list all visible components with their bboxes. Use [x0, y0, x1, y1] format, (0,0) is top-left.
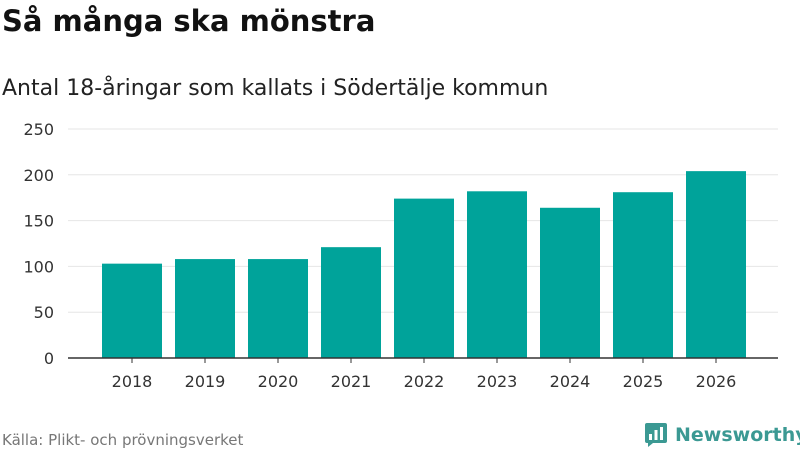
x-tick-label: 2019 [185, 372, 226, 391]
newsworthy-brand[interactable]: Newsworthy [644, 421, 800, 449]
x-tick-label: 2018 [112, 372, 153, 391]
x-tick-label: 2024 [550, 372, 591, 391]
x-tick-label: 2025 [623, 372, 664, 391]
x-tick-label: 2021 [331, 372, 372, 391]
source-note: Källa: Plikt- och prövningsverket [2, 431, 244, 449]
bar-2024 [540, 207, 600, 358]
x-tick-label: 2023 [477, 372, 518, 391]
brand-name: Newsworthy [675, 424, 800, 446]
y-tick-label: 150 [23, 212, 54, 231]
x-tick-label: 2022 [404, 372, 445, 391]
y-tick-label: 0 [44, 349, 54, 368]
bar-2020 [248, 259, 308, 358]
bar-2022 [394, 198, 454, 358]
y-tick-label: 200 [23, 166, 54, 185]
y-tick-label: 100 [23, 257, 54, 276]
x-axis [68, 357, 778, 363]
y-tick-label: 250 [23, 120, 54, 139]
chart-subtitle: Antal 18-åringar som kallats i Södertälj… [2, 76, 549, 101]
x-tick-label: 2026 [696, 372, 737, 391]
bar-chart-speech-bubble-icon [645, 423, 667, 447]
bars [102, 171, 746, 358]
y-axis-tick-labels: 0 50 100 150 200 250 [23, 120, 54, 368]
bar-2018 [102, 263, 162, 358]
bar-2025 [613, 192, 673, 358]
x-axis-tick-labels: 2018 2019 2020 2021 2022 2023 2024 2025 2026 [112, 372, 737, 391]
bar-2023 [467, 191, 527, 358]
x-tick-label: 2020 [258, 372, 299, 391]
chart-title: Så många ska mönstra [2, 4, 376, 38]
bar-2021 [321, 247, 381, 358]
bar-2019 [175, 259, 235, 358]
bar-2026 [686, 171, 746, 358]
y-tick-label: 50 [34, 303, 54, 322]
